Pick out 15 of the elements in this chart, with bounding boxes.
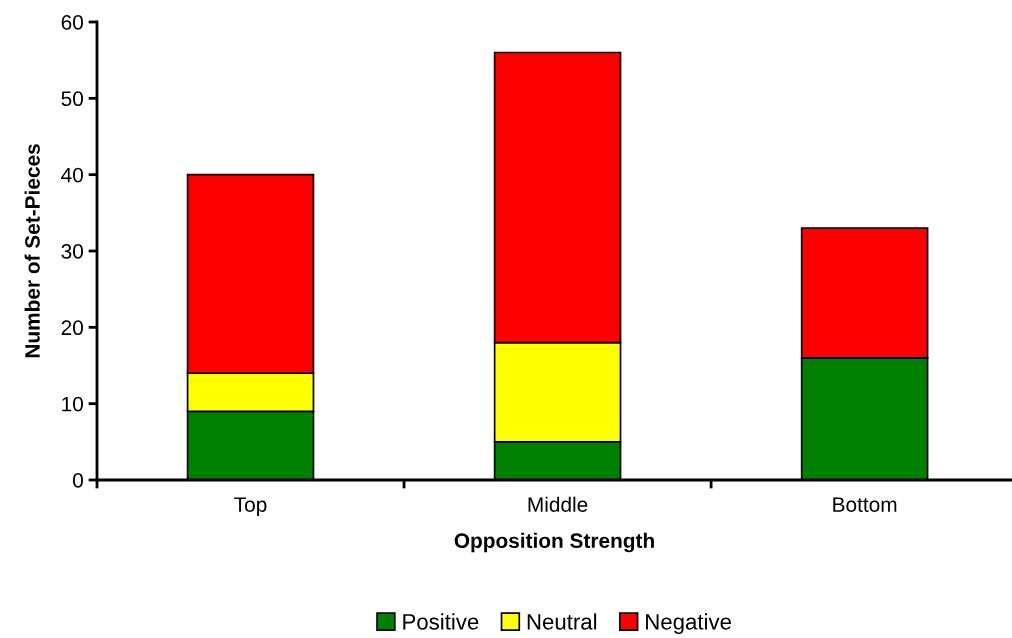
legend-label: Negative — [646, 613, 731, 635]
x-tick-label: Middle — [528, 496, 588, 512]
x-axis-title: Opposition Strength — [454, 532, 654, 553]
y-tick-label: 50 — [61, 91, 83, 107]
y-axis-title: Number of Set-Pieces — [24, 144, 40, 358]
x-tick-label: Top — [234, 497, 267, 517]
y-tick-label: 60 — [61, 15, 83, 30]
x-tick-label: Bottom — [833, 497, 897, 512]
y-tick-label: 10 — [62, 396, 83, 412]
legend-label: Positive — [403, 613, 479, 630]
y-tick-label: 40 — [61, 167, 83, 183]
y-tick-label: 0 — [73, 473, 83, 488]
y-tick-label: 30 — [61, 244, 83, 259]
legend-label: Neutral — [527, 613, 597, 630]
y-tick-label: 20 — [61, 320, 83, 336]
